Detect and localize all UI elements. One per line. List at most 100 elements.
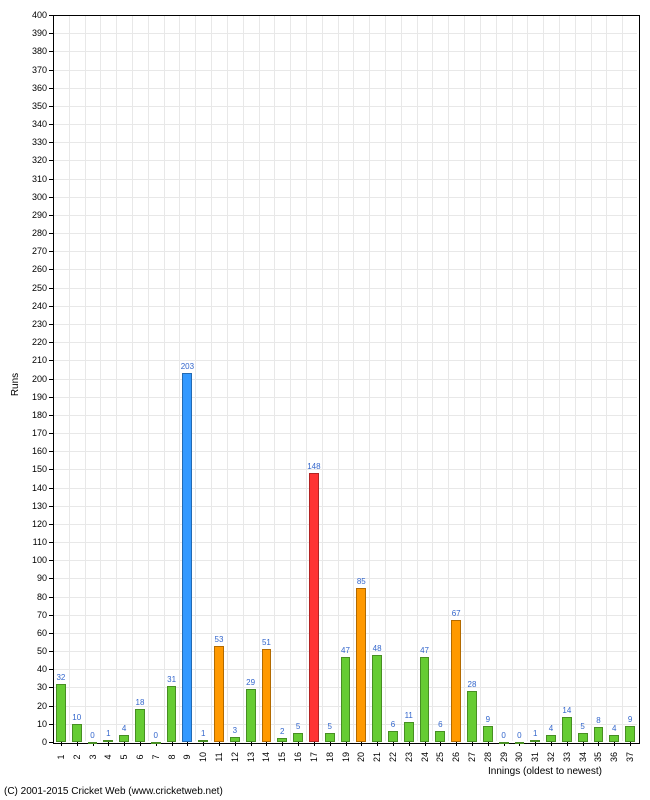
y-tick-mark: [49, 233, 53, 234]
bar: [530, 740, 540, 742]
y-tick-label: 0: [0, 737, 47, 747]
y-tick-mark: [49, 215, 53, 216]
y-tick-label: 50: [0, 646, 47, 656]
bar: [420, 657, 430, 742]
bar: [546, 735, 556, 742]
bar: [182, 373, 192, 742]
x-axis-label: Innings (oldest to newest): [488, 766, 602, 777]
x-tick-mark: [472, 742, 473, 746]
grid-line-vertical: [290, 16, 291, 741]
y-tick-label: 70: [0, 610, 47, 620]
grid-line-vertical: [401, 16, 402, 741]
y-tick-label: 370: [0, 65, 47, 75]
bar-value-label: 47: [420, 646, 429, 655]
grid-line-horizontal: [54, 578, 637, 579]
bar: [562, 717, 572, 742]
grid-line-horizontal: [54, 269, 637, 270]
bar-value-label: 1: [533, 729, 537, 738]
y-tick-label: 130: [0, 501, 47, 511]
bar-value-label: 85: [357, 577, 366, 586]
bar: [625, 726, 635, 742]
x-tick-label: 24: [420, 749, 430, 765]
y-tick-mark: [49, 142, 53, 143]
y-tick-mark: [49, 51, 53, 52]
grid-line-horizontal: [54, 597, 637, 598]
bar: [56, 684, 66, 742]
grid-line-horizontal: [54, 379, 637, 380]
grid-line-vertical: [448, 16, 449, 741]
x-tick-mark: [598, 742, 599, 746]
grid-line-vertical: [227, 16, 228, 741]
bar: [467, 691, 477, 742]
grid-line-horizontal: [54, 88, 637, 89]
grid-line-horizontal: [54, 342, 637, 343]
bar: [214, 646, 224, 742]
bar-value-label: 203: [181, 362, 194, 371]
y-tick-mark: [49, 88, 53, 89]
bar-value-label: 5: [296, 722, 300, 731]
x-tick-label: 4: [103, 749, 113, 765]
y-tick-label: 190: [0, 392, 47, 402]
x-tick-label: 32: [546, 749, 556, 765]
bar: [451, 620, 461, 742]
x-tick-label: 7: [151, 749, 161, 765]
x-tick-mark: [314, 742, 315, 746]
grid-line-vertical: [606, 16, 607, 741]
grid-line-vertical: [385, 16, 386, 741]
grid-line-vertical: [148, 16, 149, 741]
y-tick-label: 180: [0, 410, 47, 420]
x-tick-label: 28: [483, 749, 493, 765]
bar-value-label: 11: [405, 711, 413, 720]
bar: [594, 727, 604, 742]
x-tick-label: 23: [404, 749, 414, 765]
y-tick-mark: [49, 379, 53, 380]
y-tick-mark: [49, 724, 53, 725]
x-tick-mark: [172, 742, 173, 746]
copyright-text: (C) 2001-2015 Cricket Web (www.cricketwe…: [4, 786, 223, 797]
y-tick-mark: [49, 15, 53, 16]
bar-value-label: 0: [517, 731, 521, 740]
grid-line-horizontal: [54, 33, 637, 34]
y-tick-label: 200: [0, 374, 47, 384]
y-tick-label: 20: [0, 701, 47, 711]
grid-line-horizontal: [54, 142, 637, 143]
y-tick-label: 30: [0, 682, 47, 692]
y-tick-mark: [49, 397, 53, 398]
bar-value-label: 6: [438, 720, 442, 729]
y-tick-mark: [49, 33, 53, 34]
grid-line-horizontal: [54, 215, 637, 216]
x-tick-label: 36: [609, 749, 619, 765]
x-tick-label: 8: [167, 749, 177, 765]
bar-value-label: 14: [562, 706, 571, 715]
x-tick-mark: [251, 742, 252, 746]
x-tick-mark: [488, 742, 489, 746]
x-tick-label: 17: [309, 749, 319, 765]
bar: [578, 733, 588, 742]
y-tick-label: 60: [0, 628, 47, 638]
x-tick-mark: [425, 742, 426, 746]
y-tick-mark: [49, 415, 53, 416]
bar-value-label: 3: [233, 726, 237, 735]
y-tick-mark: [49, 542, 53, 543]
y-tick-mark: [49, 269, 53, 270]
y-tick-label: 330: [0, 137, 47, 147]
x-tick-mark: [108, 742, 109, 746]
x-tick-label: 21: [372, 749, 382, 765]
bar: [119, 735, 129, 742]
bar-value-label: 2: [280, 727, 284, 736]
grid-line-horizontal: [54, 251, 637, 252]
y-tick-label: 10: [0, 719, 47, 729]
grid-line-horizontal: [54, 433, 637, 434]
bar-value-label: 4: [549, 724, 553, 733]
x-tick-mark: [266, 742, 267, 746]
grid-line-horizontal: [54, 360, 637, 361]
x-tick-mark: [282, 742, 283, 746]
y-tick-label: 230: [0, 319, 47, 329]
x-tick-mark: [235, 742, 236, 746]
x-tick-label: 18: [325, 749, 335, 765]
grid-line-horizontal: [54, 197, 637, 198]
bar-value-label: 29: [246, 678, 255, 687]
bar-value-label: 5: [327, 722, 331, 731]
y-tick-label: 170: [0, 428, 47, 438]
x-tick-label: 26: [451, 749, 461, 765]
